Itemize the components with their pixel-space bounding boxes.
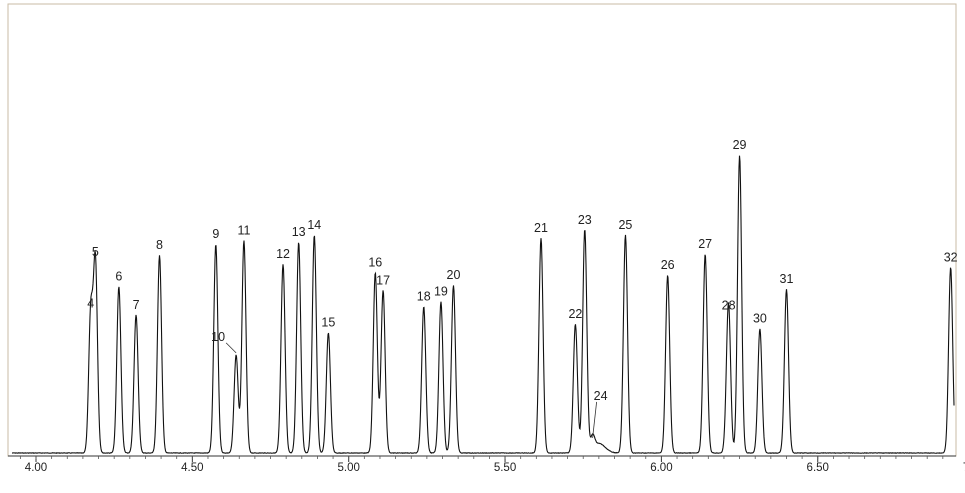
peak-label: 9 bbox=[212, 227, 219, 241]
x-tick-label: 5.50 bbox=[494, 462, 516, 474]
peak-label: 25 bbox=[618, 218, 632, 232]
peak-label: 13 bbox=[292, 225, 306, 239]
peak-label: 22 bbox=[568, 307, 582, 321]
peak-label: 19 bbox=[434, 285, 448, 299]
x-tick-label: 6.50 bbox=[807, 462, 829, 474]
peak-label: 8 bbox=[156, 238, 163, 252]
peak-label: 16 bbox=[368, 255, 382, 269]
x-tick-label: 6.00 bbox=[650, 462, 672, 474]
peak-label: 4 bbox=[87, 296, 94, 310]
peak-label: 15 bbox=[321, 316, 335, 330]
peak-label: 23 bbox=[578, 213, 592, 227]
peak-label: 21 bbox=[534, 221, 548, 235]
peak-label: 14 bbox=[307, 218, 321, 232]
peak-label: 30 bbox=[753, 312, 767, 326]
peak-label: 18 bbox=[417, 290, 431, 304]
peak-label: 11 bbox=[237, 224, 250, 238]
peak-label: 27 bbox=[698, 237, 712, 251]
peak-label: 28 bbox=[722, 299, 736, 313]
peak-label: 10 bbox=[211, 330, 225, 344]
peak-label: 20 bbox=[447, 268, 461, 282]
peak-label: 6 bbox=[115, 269, 122, 283]
peak-label: 5 bbox=[92, 245, 99, 259]
plot-frame bbox=[7, 3, 957, 457]
peak-label: 12 bbox=[276, 247, 290, 261]
peak-label: 26 bbox=[661, 258, 675, 272]
x-tick-label: 4.50 bbox=[181, 462, 203, 474]
x-axis: 4.004.505.005.506.006.507.007.508.008.50… bbox=[8, 455, 965, 474]
peak-leader-lines bbox=[225, 342, 598, 438]
peak-label: 32 bbox=[944, 250, 958, 264]
peak-label: 17 bbox=[376, 273, 390, 287]
x-tick-label: 7.00 bbox=[963, 462, 965, 474]
peak-label: 29 bbox=[733, 138, 747, 152]
chromatogram-line bbox=[11, 155, 955, 455]
peak-leader-line bbox=[592, 401, 598, 438]
peak-label: 24 bbox=[594, 389, 608, 403]
peak-label: 7 bbox=[133, 298, 140, 312]
peak-leader-line bbox=[225, 342, 237, 354]
chromatogram-trace bbox=[11, 155, 955, 455]
peak-label: 31 bbox=[780, 272, 794, 286]
x-tick-label: 4.00 bbox=[25, 462, 47, 474]
x-tick-label: 5.00 bbox=[338, 462, 360, 474]
